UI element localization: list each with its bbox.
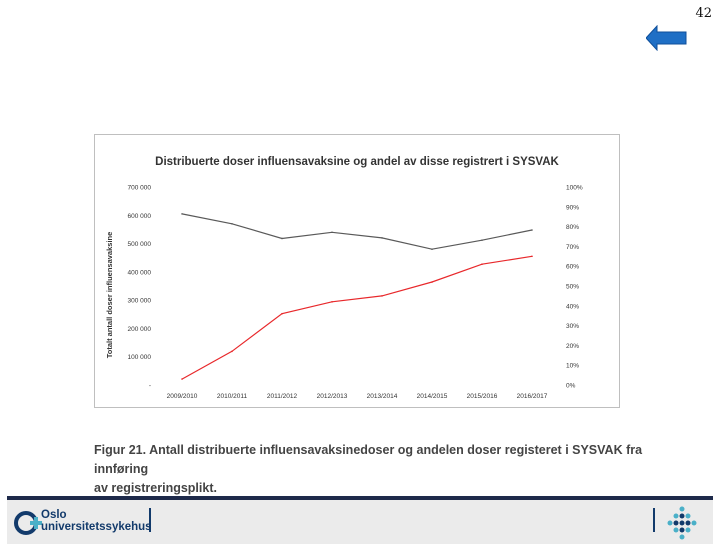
right-axis-tick-label: 0% bbox=[566, 383, 576, 390]
right-axis-tick-label: 90% bbox=[566, 204, 579, 211]
left-axis-tick-label: 200 000 bbox=[128, 326, 152, 333]
series-1-point bbox=[481, 239, 483, 241]
left-axis-tick-label: 100 000 bbox=[128, 354, 152, 361]
figure-caption: Figur 21. Antall distribuerte influensav… bbox=[94, 441, 654, 498]
footer-divider-left bbox=[149, 508, 151, 532]
x-axis-tick-label: 2016/2017 bbox=[517, 393, 548, 400]
x-axis-tick-label: 2014/2015 bbox=[417, 393, 448, 400]
footer-divider-right bbox=[653, 508, 655, 532]
series-1-point bbox=[331, 231, 333, 234]
chart-svg: Distribuerte doser influensavaksine og a… bbox=[105, 156, 583, 400]
right-axis-tick-label: 100% bbox=[566, 185, 583, 192]
org-line-2: universitetssykehus bbox=[41, 521, 152, 533]
series-1-point bbox=[431, 248, 433, 251]
left-axis-tick-label: 400 000 bbox=[128, 269, 152, 276]
back-arrow-icon bbox=[646, 25, 687, 51]
series-2-point bbox=[331, 301, 333, 303]
left-axis-tick-label: 700 000 bbox=[128, 185, 152, 192]
series-1-point bbox=[531, 229, 533, 231]
right-axis-tick-label: 70% bbox=[566, 244, 579, 251]
x-axis-tick-label: 2010/2011 bbox=[217, 393, 248, 400]
caption-line-1: Figur 21. Antall distribuerte influensav… bbox=[94, 443, 643, 476]
x-axis-tick-label: 2013/2014 bbox=[367, 393, 398, 400]
chart-figure: Distribuerte doser influensavaksine og a… bbox=[94, 134, 620, 408]
back-arrow-button[interactable] bbox=[646, 25, 688, 51]
x-axis-tick-label: 2011/2012 bbox=[267, 393, 298, 400]
right-axis-tick-label: 20% bbox=[566, 343, 579, 350]
series-2-point bbox=[531, 255, 533, 258]
series-2-point bbox=[231, 350, 233, 353]
left-axis-tick-label: 500 000 bbox=[128, 241, 152, 248]
series-line-1 bbox=[181, 213, 533, 250]
organization-name: Oslo universitetssykehus bbox=[41, 509, 152, 533]
series-1-point bbox=[181, 213, 183, 215]
right-axis-tick-label: 60% bbox=[566, 264, 579, 271]
series-2-point bbox=[481, 263, 483, 266]
right-axis-tick-label: 10% bbox=[566, 363, 579, 370]
series-1-point bbox=[381, 237, 383, 239]
left-axis-tick-label: - bbox=[149, 383, 151, 390]
right-axis-tick-label: 30% bbox=[566, 323, 579, 330]
series-2-point bbox=[181, 378, 183, 380]
hospital-logo-icon bbox=[14, 511, 42, 535]
series-line-2 bbox=[181, 255, 533, 380]
page-number: 42 bbox=[695, 6, 712, 21]
x-axis-tick-label: 2012/2013 bbox=[317, 393, 348, 400]
right-axis-tick-label: 40% bbox=[566, 303, 579, 310]
org-line-1: Oslo bbox=[41, 509, 67, 521]
series-1-point bbox=[281, 237, 283, 240]
x-axis-tick-label: 2015/2016 bbox=[467, 393, 498, 400]
right-axis-tick-label: 50% bbox=[566, 284, 579, 291]
x-axis-tick-label: 2009/2010 bbox=[167, 393, 198, 400]
dots-pattern-icon bbox=[667, 506, 697, 540]
right-axis-tick-label: 80% bbox=[566, 224, 579, 231]
footer-bar: Oslo universitetssykehus bbox=[7, 496, 713, 544]
series-1-point bbox=[231, 222, 233, 225]
left-axis-tick-label: 600 000 bbox=[128, 213, 152, 220]
y-axis-label: Totalt antall doser influensavaksine bbox=[105, 232, 114, 359]
caption-line-2: av registreringsplikt. bbox=[94, 481, 217, 495]
chart-title: Distribuerte doser influensavaksine og a… bbox=[155, 156, 559, 168]
series-2-point bbox=[281, 312, 283, 315]
left-axis-tick-label: 300 000 bbox=[128, 298, 152, 305]
series-2-point bbox=[381, 295, 383, 297]
series-2-point bbox=[431, 281, 433, 283]
